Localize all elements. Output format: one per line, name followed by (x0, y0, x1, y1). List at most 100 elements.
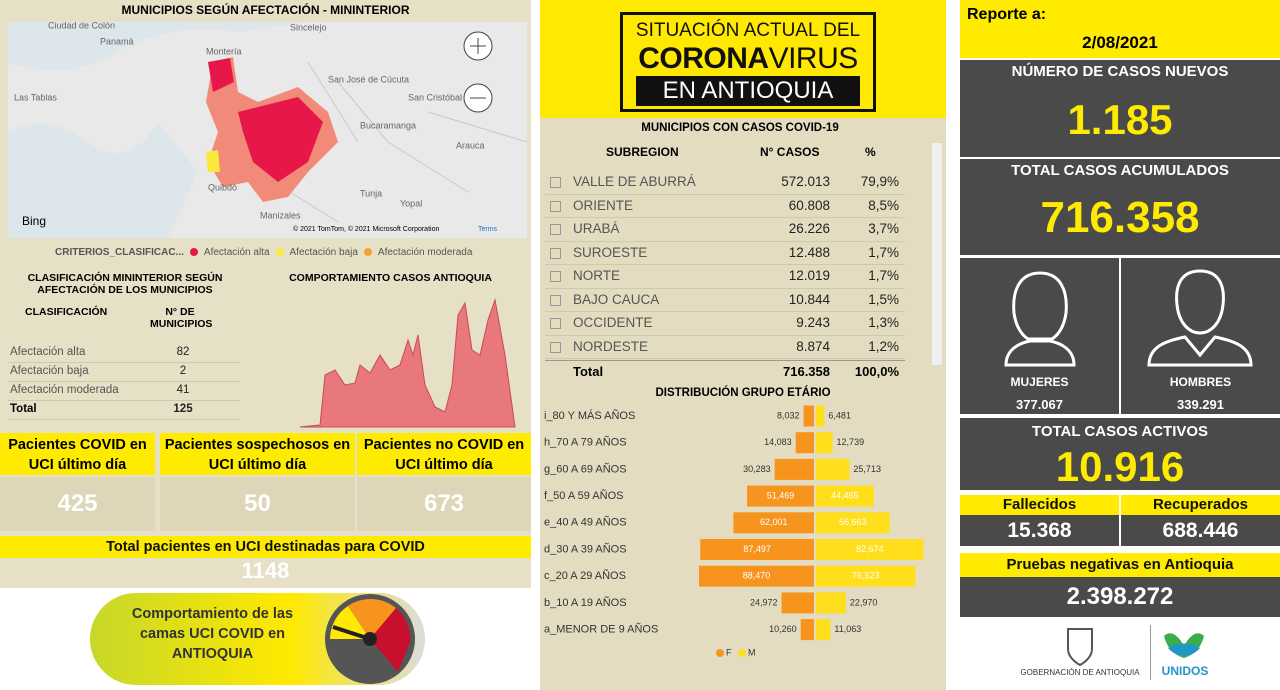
value-label: 25,713 (853, 464, 881, 474)
women-box (960, 258, 1119, 414)
report-label: Reporte a: (967, 6, 1047, 23)
value-label: 6,481 (828, 410, 851, 420)
category-label: c_20 A 29 AÑOS (544, 569, 626, 582)
gauge (325, 594, 415, 684)
uci-banner-text: Comportamiento de las camas UCI COVID en A… (105, 604, 320, 664)
map-label: Montería (206, 46, 242, 56)
scrollbar[interactable] (932, 143, 942, 365)
map-label: Arauca (456, 140, 485, 150)
uci-value: 425 (0, 477, 155, 531)
total-label: Total (573, 364, 604, 379)
report-bg (960, 0, 1280, 58)
cases: 12.019 (788, 268, 830, 283)
men-label: HOMBRES (1169, 375, 1232, 389)
legend-marker (716, 649, 724, 657)
class-panel (0, 268, 248, 430)
subregion: NORTE (573, 268, 621, 283)
trend-area (300, 298, 516, 428)
bar (733, 512, 814, 534)
uci-label: Pacientes COVID en UCI último día (0, 433, 155, 475)
class-rows: Afectación alta 82 Afectación baja 2 Afectac… (8, 344, 240, 420)
mun-header: N° CASOS (760, 145, 820, 159)
cases: 12.488 (788, 244, 830, 260)
legend-label: Afectación baja (289, 246, 358, 258)
border (257, 61, 527, 223)
class-name: Afectación moderada (10, 384, 119, 396)
women-icon (1004, 271, 1076, 367)
bar (747, 485, 814, 507)
total-label: TOTAL CASOS ACUMULADOS (1011, 162, 1229, 179)
new-value: 1.185 (1067, 96, 1173, 143)
uci-value: 50 (160, 477, 355, 531)
gauge-seg (370, 608, 411, 672)
value-label: 56,663 (839, 517, 867, 527)
bar (816, 405, 825, 427)
header-line2: CORONAVIRUS (620, 42, 876, 76)
bar (774, 458, 814, 480)
map-label: San José de Cúcuta (328, 74, 409, 84)
value-label: 76,523 (852, 571, 880, 581)
class-name: Total (10, 403, 37, 415)
legend-label: Afectación alta (203, 246, 270, 258)
map-label: Yopal (400, 198, 422, 208)
banner-line: camas UCI COVID en (139, 626, 286, 642)
total-cases: 716.358 (783, 364, 830, 379)
women-label: MUJERES (1010, 375, 1069, 389)
map-title: MUNICIPIOS SEGÚN AFECTACIÓN - MININTERIO… (121, 3, 410, 17)
mun-rows: VALLE DE ABURRÁ 572.013 79,9% ORIENTE 60.808… (545, 171, 905, 360)
men-value: 339.291 (1177, 397, 1224, 412)
expand-icon (550, 318, 561, 329)
new-label: NÚMERO DE CASOS NUEVOS (1011, 63, 1229, 80)
age-pyramid: DISTRIBUCIÓN GRUPO ETÁRIO i_80 Y MÁS AÑO… (544, 386, 924, 657)
total-box (960, 159, 1280, 255)
women-value: 377.067 (1016, 397, 1063, 412)
logo-shape (1168, 643, 1200, 656)
total-pct: 100,0% (854, 364, 899, 379)
pct: 3,7% (868, 221, 899, 236)
bar (795, 432, 814, 454)
uci-label: Pacientes no COVID en UCI último día (357, 433, 531, 475)
deaths-value: 15.368 (960, 515, 1119, 546)
category-label: i_80 Y MÁS AÑOS (544, 409, 635, 422)
legend-label: F (726, 647, 732, 657)
bar (816, 592, 846, 614)
unidos-logo (1164, 633, 1204, 658)
cases: 8.874 (796, 338, 830, 354)
value-label: 22,970 (850, 597, 878, 607)
pct: 1,2% (868, 338, 899, 354)
uci-total-label: Total pacientes en UCI destinadas para C… (0, 536, 531, 558)
cases: 10.844 (788, 291, 830, 307)
class-row: Afectación moderada 41 (8, 382, 240, 401)
subregion: SUROESTE (573, 244, 648, 260)
header-line1: SITUACIÓN ACTUAL DEL (635, 20, 861, 41)
uci-value: 673 (357, 477, 531, 531)
map-label: San Cristóbal (408, 92, 462, 102)
mun-row: OCCIDENTE 9.243 1,3% (545, 312, 905, 336)
total-value: 716.358 (1040, 193, 1200, 242)
pct: 1,7% (868, 244, 899, 260)
footer-right: UNIDOS (1161, 664, 1209, 678)
report-date: 2/08/2021 (1082, 33, 1158, 52)
map-label: Tunja (360, 188, 382, 198)
class-row: Total 125 (8, 401, 240, 420)
men-icon (1147, 269, 1253, 367)
bar (699, 565, 814, 587)
class-name: Afectación alta (10, 346, 86, 358)
cases: 60.808 (788, 197, 830, 213)
legend-marker (738, 649, 746, 657)
class-title: CLASIFICACIÓN MININTERIOR SEGÚN AFECTACI… (27, 272, 223, 296)
legend-dot (275, 248, 284, 256)
legend-label: Afectación moderada (377, 246, 473, 258)
pct: 8,5% (868, 197, 899, 213)
map-terms[interactable]: Terms (478, 226, 498, 233)
value-label: 10,260 (769, 624, 797, 634)
map: Bing © 2021 TomTom, © 2021 Microsoft Cor… (8, 22, 527, 238)
shield (1067, 628, 1093, 667)
subregion: ORIENTE (573, 197, 634, 213)
expand-icon (550, 247, 561, 259)
legend-dot (363, 248, 372, 256)
header-bold: CORONA (638, 42, 769, 75)
mun-header: % (865, 145, 876, 159)
sea (8, 22, 308, 70)
map-attribution: © 2021 TomTom, © 2021 Microsoft Corporat… (293, 225, 439, 233)
